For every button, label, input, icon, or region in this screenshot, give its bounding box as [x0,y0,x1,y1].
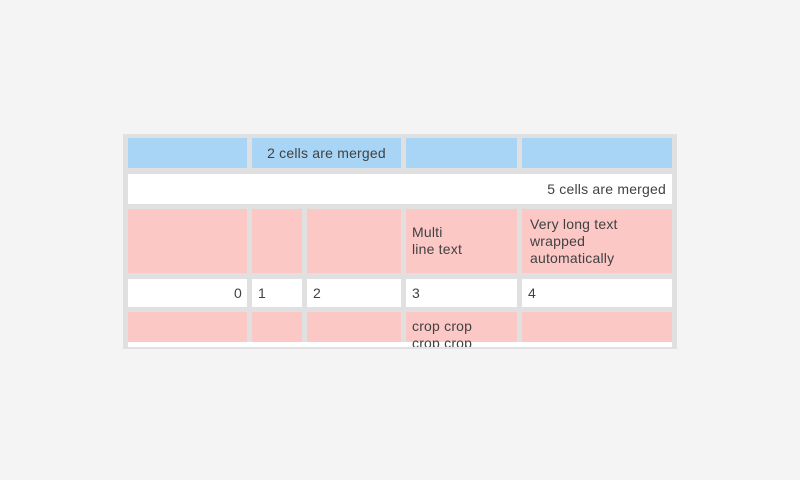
crop-text: crop crop crop crop [412,318,473,347]
cell-r1c1[interactable] [128,138,247,168]
cell-r3c2[interactable] [252,209,302,273]
table-row-header: 2 cells are merged [128,138,672,168]
table-row-numbers: 0 1 2 3 4 [128,279,672,307]
wrapped-text: Very long text wrapped automatically [530,215,618,266]
cell-r5c2[interactable] [252,312,302,342]
cell-r1c5[interactable] [522,138,672,168]
clipped-next-row [128,342,672,347]
cell-number-2[interactable]: 2 [307,279,401,307]
table-widget: 2 cells are merged 5 cells are merged Mu… [123,134,677,349]
cell-number-1[interactable]: 1 [252,279,302,307]
number-3: 3 [412,284,420,301]
table-row-multiline: Multi line text Very long text wrapped a… [128,209,672,273]
cell-r5c5[interactable] [522,312,672,342]
cell-merged-5[interactable]: 5 cells are merged [128,174,672,204]
cell-number-4[interactable]: 4 [522,279,672,307]
table-clip-area: 2 cells are merged 5 cells are merged Mu… [128,138,672,347]
number-2: 2 [313,284,321,301]
table-row-merged5: 5 cells are merged [128,174,672,204]
number-1: 1 [258,284,266,301]
cell-wrapped[interactable]: Very long text wrapped automatically [522,209,672,273]
cell-r3c3[interactable] [307,209,401,273]
cell-r5c3[interactable] [307,312,401,342]
cell-crop[interactable]: crop crop crop crop [406,312,517,347]
cell-r1c4[interactable] [406,138,517,168]
number-0: 0 [234,284,242,301]
multiline-text: Multi line text [412,224,463,257]
cell-merged-2[interactable]: 2 cells are merged [252,138,401,168]
cell-number-0[interactable]: 0 [128,279,247,307]
cell-r5c1[interactable] [128,312,247,342]
merged-5-label: 5 cells are merged [547,180,666,197]
cell-r3c1[interactable] [128,209,247,273]
merged-2-label: 2 cells are merged [267,144,386,161]
cell-multiline[interactable]: Multi line text [406,209,517,273]
cell-number-3[interactable]: 3 [406,279,517,307]
table-row-crop: crop crop crop crop [128,312,672,347]
number-4: 4 [528,284,536,301]
